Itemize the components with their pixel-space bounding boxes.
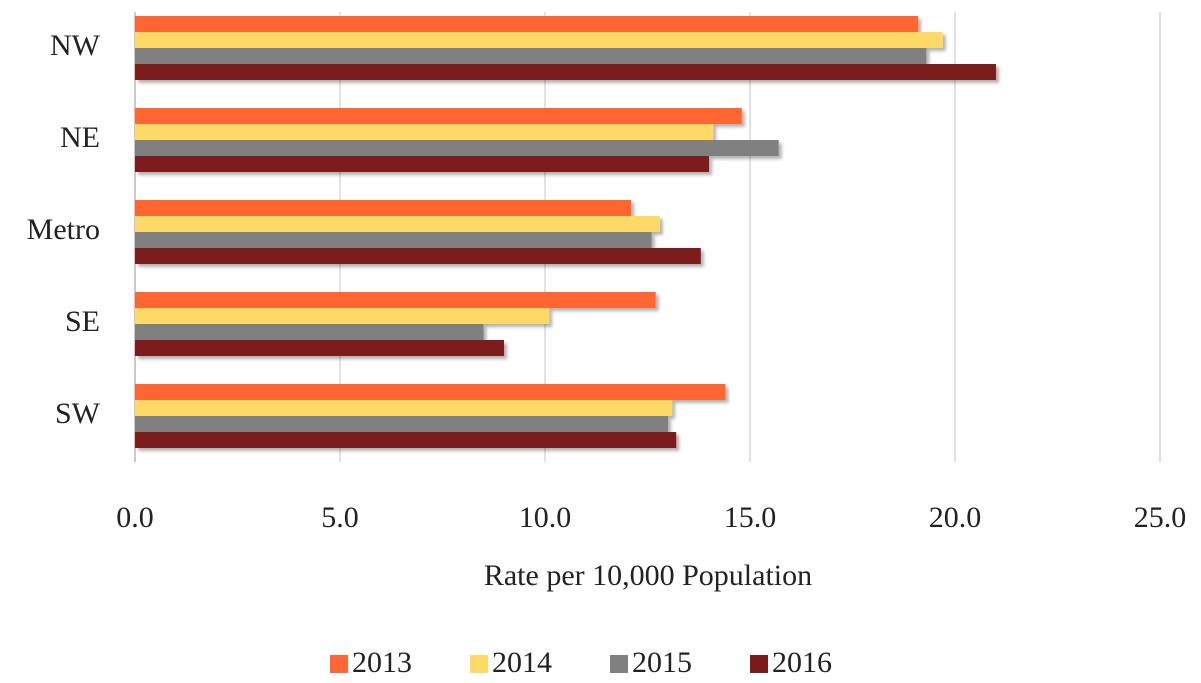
y-tick-label: SW xyxy=(55,397,101,430)
legend-label: 2016 xyxy=(772,646,832,679)
bar xyxy=(135,308,550,324)
bar xyxy=(135,156,709,172)
legend-swatch xyxy=(470,655,488,673)
bar xyxy=(135,432,677,448)
bar xyxy=(135,108,742,124)
bar xyxy=(135,292,656,308)
bar xyxy=(135,216,660,232)
x-tick-label: 10.0 xyxy=(519,501,572,534)
bar xyxy=(135,232,652,248)
x-tick-label: 25.0 xyxy=(1134,501,1187,534)
bar xyxy=(135,248,701,264)
x-axis-title: Rate per 10,000 Population xyxy=(484,559,812,592)
bar xyxy=(135,400,673,416)
legend-label: 2015 xyxy=(632,646,692,679)
bar xyxy=(135,340,504,356)
bar xyxy=(135,64,996,80)
legend-swatch xyxy=(750,655,768,673)
bar xyxy=(135,140,779,156)
x-tick-label: 15.0 xyxy=(724,501,777,534)
bar xyxy=(135,384,726,400)
y-tick-label: SE xyxy=(65,305,100,338)
bar xyxy=(135,124,714,140)
legend-label: 2013 xyxy=(352,646,412,679)
bar xyxy=(135,16,919,32)
bar xyxy=(135,48,927,64)
x-tick-label: 5.0 xyxy=(321,501,359,534)
bar xyxy=(135,324,484,340)
x-tick-label: 20.0 xyxy=(929,501,982,534)
bar xyxy=(135,32,943,48)
y-tick-label: NE xyxy=(60,121,100,154)
legend-swatch xyxy=(330,655,348,673)
y-tick-label: NW xyxy=(50,29,101,62)
legend-label: 2014 xyxy=(492,646,552,679)
y-tick-label: Metro xyxy=(27,213,100,246)
bar xyxy=(135,200,632,216)
x-tick-label: 0.0 xyxy=(116,501,154,534)
bar xyxy=(135,416,668,432)
legend-swatch xyxy=(610,655,628,673)
